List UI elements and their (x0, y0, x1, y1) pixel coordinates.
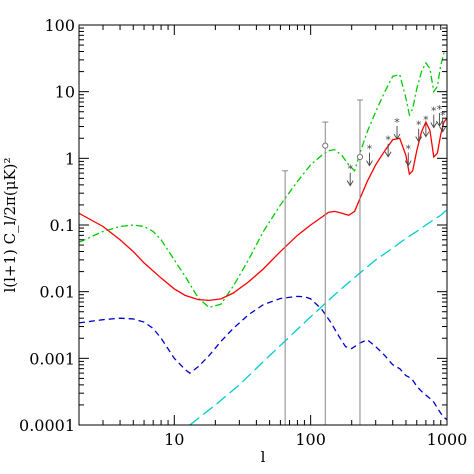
upper-limit-star: * (416, 119, 422, 132)
upper-limit-star: * (440, 109, 446, 122)
upper-limit-star: * (423, 114, 429, 127)
upper-limit-arrowhead (404, 160, 412, 167)
y-tick-label: 0.1 (50, 216, 75, 235)
upper-limit-9: * (436, 103, 443, 127)
error-bar-point-2 (322, 142, 329, 149)
upper-limit-star: * (437, 103, 443, 116)
x-axis-title: l (261, 448, 266, 466)
series-line-1 (79, 50, 447, 309)
upper-limit-arrowhead (384, 151, 392, 158)
y-axis-title: l(l+1) C_l/2π(μK)² (1, 157, 19, 292)
series-line-2 (79, 117, 447, 302)
upper-limit-7: * (422, 114, 430, 138)
upper-limit-1: * (346, 163, 354, 187)
upper-limit-5: * (404, 143, 412, 167)
upper-limit-6: * (415, 119, 423, 143)
x-tick-label: 1000 (427, 430, 468, 449)
y-tick-label: 10 (55, 83, 75, 102)
y-tick-label: 0.01 (39, 283, 75, 302)
upper-limit-arrowhead (436, 120, 443, 127)
upper-limit-star: * (347, 163, 353, 176)
y-tick-label: 0.001 (29, 349, 75, 368)
y-tick-label: 1 (65, 149, 75, 168)
upper-limit-star: * (406, 143, 412, 156)
upper-limit-arrowhead (422, 131, 430, 138)
series-line-3 (79, 295, 447, 421)
y-tick-label: 0.0001 (19, 416, 75, 435)
upper-limit-2: * (366, 143, 373, 167)
upper-limit-4: * (393, 116, 401, 140)
plot-frame (78, 24, 448, 426)
upper-limit-star: * (394, 116, 400, 129)
axes: 10 100 1000 0.0001 0.001 0.01 0.1 1 10 100 (19, 16, 467, 449)
y-tick-label: 100 (44, 16, 75, 35)
upper-limit-arrowhead (439, 126, 447, 133)
upper-limit-arrowhead (366, 160, 373, 167)
upper-limit-star: * (367, 143, 373, 156)
upper-limit-star: * (385, 134, 391, 147)
x-tick-label: 10 (164, 430, 184, 449)
upper-limit-arrowhead (393, 133, 401, 140)
series-line-4 (189, 209, 447, 425)
error-bar-point-3 (356, 153, 364, 160)
upper-limit-arrowhead (346, 180, 354, 187)
upper-limit-star: * (431, 105, 437, 118)
x-tick-label: 100 (295, 430, 326, 449)
upper-limit-10: * (439, 109, 447, 133)
upper-limit-3: * (384, 134, 392, 158)
upper-limit-arrowhead (415, 136, 423, 143)
plot-area: ****** ** ** (79, 50, 447, 425)
upper-limit-8: * (430, 105, 438, 129)
upper-limit-arrowhead (430, 122, 438, 129)
